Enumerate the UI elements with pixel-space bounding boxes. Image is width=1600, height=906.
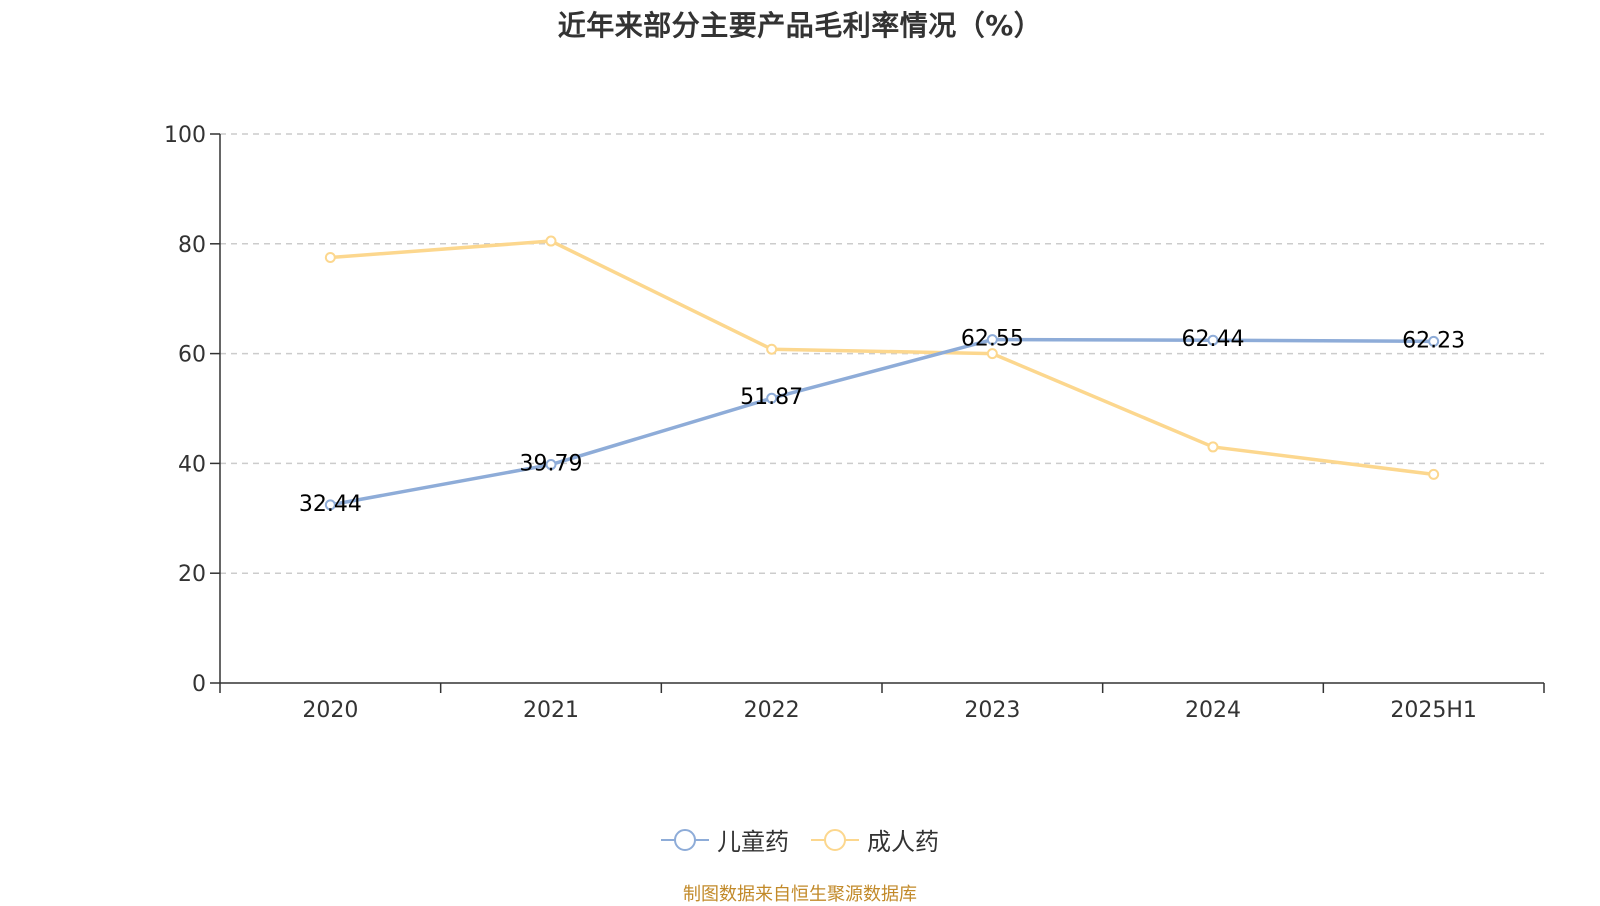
x-tick-label: 2023 (964, 698, 1020, 723)
data-label: 62.55 (961, 327, 1024, 352)
data-point[interactable] (324, 499, 336, 511)
y-tick-label: 20 (178, 562, 206, 587)
y-tick-label: 80 (178, 233, 206, 258)
chart-title: 近年来部分主要产品毛利率情况（%） (557, 9, 1043, 42)
data-point[interactable] (1428, 335, 1440, 347)
data-point[interactable] (766, 343, 778, 355)
series-line-0 (330, 337, 1434, 507)
series-line-1 (330, 239, 1434, 477)
legend-label-adult: 成人药 (867, 828, 939, 856)
data-label: 51.87 (740, 385, 803, 410)
data-label: 32.44 (299, 492, 362, 517)
legend-item-children[interactable]: 儿童药 (661, 822, 789, 857)
data-labels: 32.44 39.79 51.87 62.55 62.44 62.23 (299, 327, 1465, 517)
data-point[interactable] (986, 348, 998, 360)
data-point[interactable] (324, 252, 336, 264)
y-tick-label: 0 (192, 672, 206, 697)
legend: 儿童药 成人药 (0, 822, 1600, 857)
data-point[interactable] (545, 459, 557, 471)
y-tick-label: 40 (178, 452, 206, 477)
legend-item-adult[interactable]: 成人药 (811, 822, 939, 857)
legend-marker-adult-icon (811, 828, 859, 851)
data-point[interactable] (986, 334, 998, 346)
data-point[interactable] (1207, 334, 1219, 346)
data-point[interactable] (766, 392, 778, 404)
x-tick-label: 2021 (523, 698, 579, 723)
legend-marker-children-icon (661, 828, 709, 851)
data-label: 39.79 (520, 452, 583, 477)
axes: 0 20 40 60 80 100 2020 2021 2022 2023 2024 2025H1 (164, 123, 1545, 723)
x-tick-label: 2025H1 (1390, 698, 1477, 723)
x-tick-label: 2024 (1185, 698, 1241, 723)
data-point[interactable] (545, 235, 557, 247)
x-tick-label: 2020 (302, 698, 358, 723)
x-tick-label: 2022 (744, 698, 800, 723)
data-point[interactable] (1428, 468, 1440, 480)
y-tick-label: 100 (164, 123, 206, 148)
data-point[interactable] (1207, 441, 1219, 453)
series-lines (324, 235, 1440, 511)
grid-lines (220, 133, 1544, 574)
y-tick-label: 60 (178, 343, 206, 368)
data-label: 62.23 (1402, 328, 1465, 353)
data-label: 62.44 (1182, 327, 1245, 352)
source-note: 制图数据来自恒生聚源数据库 (683, 884, 917, 905)
legend-label-children: 儿童药 (717, 828, 789, 856)
